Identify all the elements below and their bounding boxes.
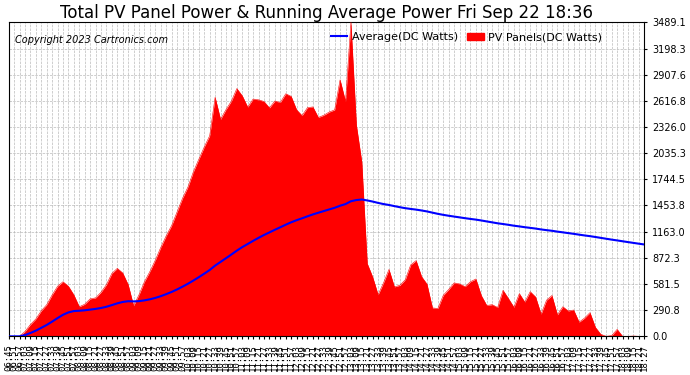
Title: Total PV Panel Power & Running Average Power Fri Sep 22 18:36: Total PV Panel Power & Running Average P… bbox=[60, 4, 593, 22]
Legend: Average(DC Watts), PV Panels(DC Watts): Average(DC Watts), PV Panels(DC Watts) bbox=[326, 28, 607, 47]
Text: Copyright 2023 Cartronics.com: Copyright 2023 Cartronics.com bbox=[15, 35, 168, 45]
